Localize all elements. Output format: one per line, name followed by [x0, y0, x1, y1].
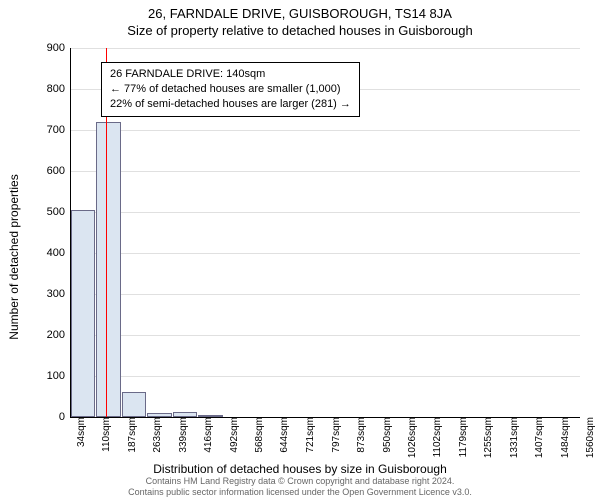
xtick-label: 568sqm — [252, 417, 265, 453]
xtick-label: 1484sqm — [558, 417, 571, 458]
x-axis-label: Distribution of detached houses by size … — [0, 462, 600, 476]
xtick-label: 416sqm — [201, 417, 214, 453]
gridline — [71, 130, 580, 131]
histogram-bar — [71, 210, 95, 417]
xtick-label: 1179sqm — [456, 417, 469, 457]
xtick-label: 950sqm — [380, 417, 393, 453]
gridline — [71, 171, 580, 172]
histogram-bar — [96, 122, 121, 417]
xtick-label: 1331sqm — [507, 417, 520, 458]
xtick-label: 1407sqm — [532, 417, 545, 458]
ytick-label: 500 — [47, 206, 71, 218]
gridline — [71, 335, 580, 336]
footer-line-1: Contains HM Land Registry data © Crown c… — [0, 476, 600, 487]
plot-area: 010020030040050060070080090034sqm110sqm1… — [70, 48, 580, 418]
xtick-label: 1255sqm — [481, 417, 494, 458]
xtick-label: 797sqm — [329, 417, 342, 453]
xtick-label: 873sqm — [354, 417, 367, 453]
y-axis-label: Number of detached properties — [7, 174, 21, 339]
ytick-label: 700 — [47, 124, 71, 136]
annotation-box: 26 FARNDALE DRIVE: 140sqm← 77% of detach… — [101, 62, 360, 117]
annotation-line: 26 FARNDALE DRIVE: 140sqm — [110, 67, 351, 82]
xtick-label: 34sqm — [74, 417, 87, 447]
footer-line-2: Contains public sector information licen… — [0, 487, 600, 498]
histogram-bar — [122, 392, 146, 417]
ytick-label: 0 — [59, 411, 71, 423]
xtick-label: 1102sqm — [430, 417, 443, 457]
xtick-label: 644sqm — [277, 417, 290, 453]
gridline — [71, 212, 580, 213]
xtick-label: 263sqm — [150, 417, 163, 453]
ytick-label: 200 — [47, 329, 71, 341]
xtick-label: 721sqm — [303, 417, 316, 453]
annotation-line: ← 77% of detached houses are smaller (1,… — [110, 82, 351, 97]
xtick-label: 187sqm — [125, 417, 138, 453]
footer-attribution: Contains HM Land Registry data © Crown c… — [0, 476, 600, 498]
xtick-label: 492sqm — [227, 417, 240, 453]
gridline — [71, 253, 580, 254]
xtick-label: 1026sqm — [405, 417, 418, 458]
ytick-label: 900 — [47, 42, 71, 54]
chart-title: Size of property relative to detached ho… — [0, 21, 600, 38]
supertitle: 26, FARNDALE DRIVE, GUISBOROUGH, TS14 8J… — [0, 0, 600, 21]
xtick-label: 1560sqm — [583, 417, 596, 458]
chart-container: 26, FARNDALE DRIVE, GUISBOROUGH, TS14 8J… — [0, 0, 600, 500]
annotation-line: 22% of semi-detached houses are larger (… — [110, 97, 351, 112]
gridline — [71, 48, 580, 49]
xtick-label: 339sqm — [176, 417, 189, 453]
ytick-label: 600 — [47, 165, 71, 177]
gridline — [71, 376, 580, 377]
xtick-label: 110sqm — [99, 417, 112, 452]
ytick-label: 100 — [47, 370, 71, 382]
ytick-label: 800 — [47, 83, 71, 95]
gridline — [71, 294, 580, 295]
ytick-label: 400 — [47, 247, 71, 259]
ytick-label: 300 — [47, 288, 71, 300]
